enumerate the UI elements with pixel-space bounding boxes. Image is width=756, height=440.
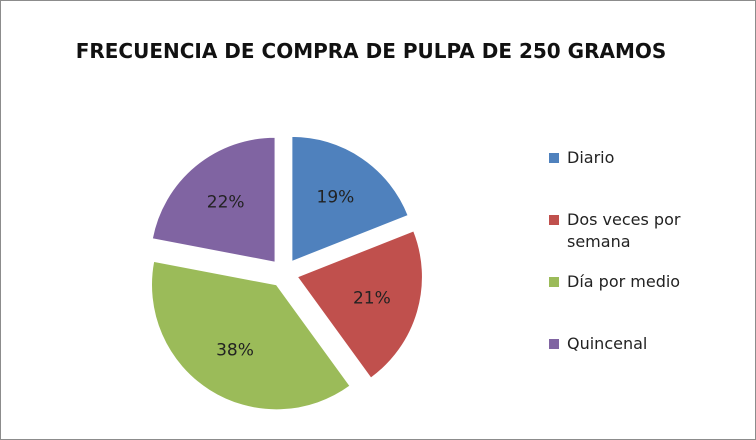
pie-slice (151, 136, 276, 263)
data-label: 19% (317, 187, 355, 207)
legend-item: Diario (549, 147, 749, 209)
pie-slice (291, 135, 409, 263)
data-label: 22% (207, 192, 245, 212)
legend: Diario Dos veces por semana Día por medio Q… (549, 147, 749, 395)
legend-item: Día por medio (549, 271, 749, 333)
legend-label: Diario (567, 148, 615, 167)
pie-slice (151, 260, 351, 411)
legend-label: Día por medio (567, 272, 681, 291)
data-label: 21% (353, 289, 391, 309)
legend-swatch (549, 277, 559, 287)
chart-title: FRECUENCIA DE COMPRA DE PULPA DE 250 GRA… (75, 39, 667, 63)
legend-item: Dos veces por semana (549, 209, 749, 271)
pie-slice (296, 230, 423, 379)
legend-swatch (549, 339, 559, 349)
legend-swatch (549, 153, 559, 163)
legend-swatch (549, 215, 559, 225)
legend-label: Quincenal (567, 334, 648, 353)
legend-item: Quincenal (549, 333, 749, 395)
data-label: 38% (216, 340, 254, 360)
legend-label: Dos veces por semana (567, 210, 681, 251)
